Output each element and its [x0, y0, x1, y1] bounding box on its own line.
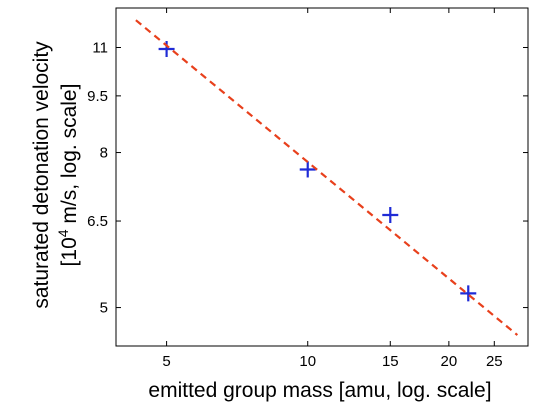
y-axis-label-line2: [104 m/s, log. scale] — [55, 84, 81, 267]
x-tick-label: 5 — [162, 353, 170, 370]
y-tick-label: 6.5 — [87, 213, 108, 230]
y-tick-label: 8 — [100, 145, 108, 162]
data-point — [299, 161, 316, 178]
y-tick-label: 9.5 — [87, 88, 108, 105]
y-tick-label: 5 — [100, 300, 108, 317]
data-point — [382, 206, 399, 223]
y-axis-label-suffix: m/s, log. scale] — [58, 84, 81, 230]
y-axis-label-prefix: [10 — [58, 237, 81, 266]
plot-frame — [115, 7, 529, 347]
x-tick-label: 10 — [299, 353, 316, 370]
x-tick-label: 25 — [486, 353, 503, 370]
x-axis-label: emitted group mass [amu, log. scale] — [148, 379, 491, 402]
ticks: 5 10 15 20 25 5 6.5 8 9.5 11 — [87, 8, 528, 370]
y-tick-label: 11 — [92, 40, 108, 57]
y-axis-label-exponent: 4 — [55, 229, 71, 237]
fit-line — [135, 19, 519, 336]
plot-area — [115, 7, 529, 347]
data-point — [460, 285, 477, 302]
x-tick-label: 15 — [382, 353, 399, 370]
data-point — [158, 41, 175, 58]
y-axis-label-line1: saturated detonation velocity — [30, 41, 53, 309]
x-tick-label: 20 — [441, 353, 458, 370]
